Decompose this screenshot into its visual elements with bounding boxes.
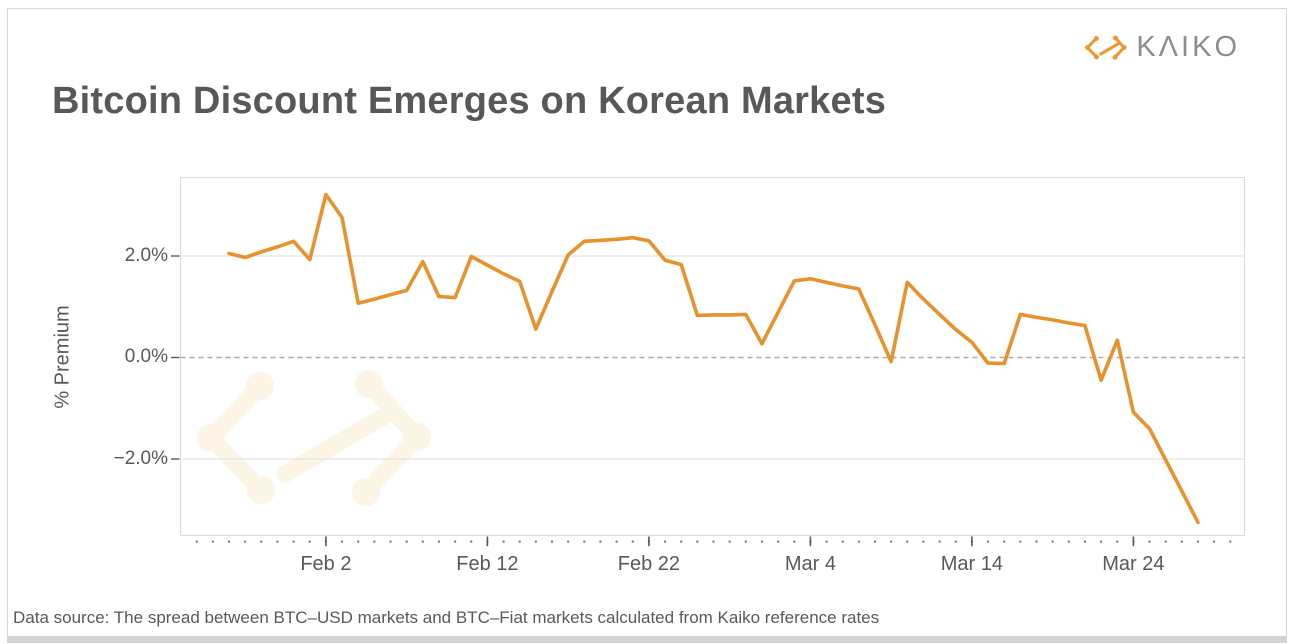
x-minor-tick-dot: [518, 540, 521, 543]
x-minor-tick-dot: [1116, 540, 1119, 543]
x-minor-tick-dot: [292, 540, 295, 543]
x-tick-label: Feb 22: [617, 553, 681, 575]
x-minor-tick-dot: [1083, 540, 1086, 543]
plot-border: [180, 177, 1245, 536]
data-source-caption: Data source: The spread between BTC–USD …: [13, 608, 880, 627]
x-minor-tick-dot: [696, 540, 699, 543]
x-minor-tick-dot: [1213, 540, 1216, 543]
x-minor-tick-dot: [890, 540, 893, 543]
x-minor-tick-dot: [502, 540, 505, 543]
kaiko-watermark-icon: [197, 370, 431, 506]
x-minor-tick-dot: [534, 540, 537, 543]
x-minor-tick-dot: [1164, 540, 1167, 543]
x-minor-tick-dot: [244, 540, 247, 543]
x-minor-tick-dot: [308, 540, 311, 543]
x-tick-label: Mar 4: [784, 553, 836, 575]
x-tick-label: Mar 24: [1102, 553, 1165, 575]
x-minor-tick-dot: [857, 540, 860, 543]
x-minor-tick-dot: [1197, 540, 1199, 543]
x-minor-tick-dot: [760, 540, 763, 543]
x-minor-tick-dot: [906, 540, 909, 543]
x-minor-tick-dot: [874, 540, 876, 543]
x-minor-tick-dot: [228, 540, 230, 543]
x-minor-tick-dot: [357, 540, 360, 543]
x-minor-tick-dot: [615, 540, 618, 543]
x-minor-tick-dot: [1229, 540, 1232, 543]
y-tick-label: −2.0%: [113, 448, 168, 469]
x-minor-tick-dot: [954, 540, 957, 543]
x-minor-tick-dot: [583, 540, 586, 543]
x-minor-tick-dot: [276, 540, 279, 543]
x-minor-tick-dot: [567, 540, 570, 543]
x-tick-label: Mar 14: [940, 553, 1004, 575]
x-minor-tick-dot: [631, 540, 634, 543]
x-axis-labels: Feb 2 Feb 12 Feb 22 Mar 4 Mar 14 Mar 24: [0, 553, 1292, 579]
x-minor-tick-dot: [1019, 540, 1022, 543]
x-minor-tick-dot: [1035, 540, 1038, 543]
x-minor-tick-dot: [922, 540, 925, 543]
x-minor-tick-dot: [389, 540, 392, 543]
x-minor-tick-dot: [825, 540, 828, 543]
x-minor-tick-dot: [551, 540, 553, 543]
x-minor-tick-dot: [211, 540, 214, 543]
x-minor-tick-dot: [1100, 540, 1103, 543]
x-minor-tick-dot: [454, 540, 457, 543]
x-minor-tick-dot: [712, 540, 715, 543]
x-minor-tick-dot: [437, 540, 440, 543]
y-tick-label: 0.0%: [124, 346, 168, 367]
x-minor-tick-dot: [680, 540, 683, 543]
premium-line-series: [227, 192, 1200, 525]
kaiko-logo: KΛIKO: [1083, 33, 1240, 62]
x-minor-tick-dot: [1180, 540, 1183, 543]
x-minor-tick-dot: [1067, 540, 1070, 543]
y-axis-title: % Premium: [51, 305, 74, 409]
x-minor-tick-dot: [260, 540, 263, 543]
x-minor-tick-dot: [744, 540, 747, 543]
x-minor-tick-dot: [470, 540, 473, 543]
x-minor-tick-dot: [421, 540, 424, 543]
x-tick-label: Feb 2: [300, 553, 352, 575]
x-minor-tick-dot: [373, 540, 376, 543]
x-minor-tick-dot: [728, 540, 731, 543]
x-minor-tick-dot: [341, 540, 344, 543]
x-tick-label: Feb 12: [456, 553, 519, 575]
y-tick-label: 2.0%: [124, 245, 168, 266]
x-minor-tick-dot: [664, 540, 667, 543]
x-minor-tick-dot: [938, 540, 941, 543]
x-minor-tick-dot: [1051, 540, 1054, 543]
kaiko-logo-text: KΛIKO: [1136, 31, 1240, 63]
x-minor-tick-dot: [1003, 540, 1006, 543]
x-minor-tick-dot: [777, 540, 780, 543]
x-minor-tick-dot: [987, 540, 990, 543]
x-minor-tick-dot: [1148, 540, 1151, 543]
x-minor-tick-dot: [599, 540, 602, 543]
x-minor-tick-dot: [405, 540, 408, 543]
x-minor-tick-dot: [841, 540, 844, 543]
page-title: Bitcoin Discount Emerges on Korean Marke…: [52, 80, 887, 122]
x-minor-tick-dot: [793, 540, 796, 543]
x-minor-tick-dot: [195, 540, 198, 543]
